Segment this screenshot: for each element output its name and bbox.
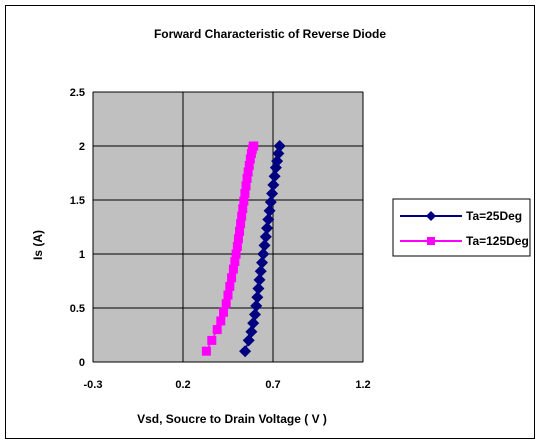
data-point-ta125 — [236, 219, 246, 229]
data-point-ta125 — [230, 257, 240, 267]
y-axis-label: Is (A) — [31, 230, 45, 260]
y-tick-label: 1.5 — [70, 195, 85, 207]
x-tick-label: 0.2 — [175, 379, 190, 391]
data-point-ta25 — [273, 140, 286, 152]
data-point-ta125 — [238, 204, 248, 214]
data-point-ta125 — [216, 316, 226, 326]
data-point-ta25 — [258, 239, 271, 252]
data-point-ta25 — [271, 155, 284, 168]
data-point-ta25 — [250, 299, 263, 312]
legend-box — [392, 198, 531, 257]
data-point-ta125 — [233, 234, 243, 244]
data-point-ta25 — [257, 248, 270, 260]
data-point-ta25 — [254, 265, 267, 278]
data-point-ta25 — [268, 170, 281, 183]
data-point-ta125 — [235, 226, 245, 236]
x-tick-label: 0.7 — [265, 379, 280, 391]
data-point-ta25 — [253, 273, 266, 286]
data-point-ta125 — [243, 167, 253, 177]
data-point-ta25 — [252, 282, 265, 295]
data-point-ta25 — [259, 230, 272, 243]
data-point-ta125 — [231, 249, 241, 259]
data-point-ta125 — [237, 211, 247, 221]
y-tick-label: 0.5 — [70, 303, 85, 315]
data-point-ta125 — [225, 281, 235, 291]
chart-title: Forward Characteristic of Reverse Diode — [154, 27, 386, 41]
gridlines — [92, 91, 364, 363]
series-layer — [201, 140, 286, 358]
y-tick-labels: 0 0.5 1 1.5 2 2.5 — [70, 87, 85, 369]
data-point-ta25 — [264, 196, 277, 209]
data-point-ta125 — [219, 307, 228, 317]
plot-area — [92, 91, 364, 363]
legend: Ta=25Deg Ta=125Deg — [392, 198, 531, 257]
y-tick-label: 1 — [79, 249, 85, 261]
y-tick-label: 0 — [79, 357, 85, 369]
y-tick-label: 2 — [79, 141, 85, 153]
data-point-ta125 — [232, 241, 242, 251]
legend-label-ta125: Ta=125Deg — [466, 234, 529, 248]
data-point-ta125 — [223, 290, 233, 300]
x-tick-labels: -0.3 0.2 0.7 1.2 — [84, 379, 371, 391]
legend-marker-ta125 — [427, 237, 435, 245]
legend-marker-ta25 — [426, 211, 436, 221]
data-point-ta25 — [247, 317, 260, 330]
data-point-ta125 — [244, 160, 254, 170]
data-point-ta25 — [239, 345, 252, 358]
data-point-ta25 — [262, 213, 275, 226]
data-point-ta125 — [227, 273, 237, 283]
data-point-ta125 — [249, 141, 259, 151]
data-point-ta125 — [241, 181, 251, 191]
data-point-ta25 — [261, 222, 274, 235]
data-point-ta125 — [245, 154, 255, 164]
x-axis-label: Vsd, Soucre to Drain Voltage ( V ) — [137, 412, 327, 426]
x-tick-label: 1.2 — [355, 379, 370, 391]
data-point-ta125 — [212, 325, 222, 335]
data-point-ta125 — [239, 196, 249, 206]
legend-label-ta25: Ta=25Deg — [466, 209, 522, 223]
data-point-ta125 — [201, 346, 211, 356]
data-point-ta125 — [242, 173, 252, 183]
y-tick-label: 2.5 — [70, 87, 85, 99]
data-point-ta25 — [263, 204, 276, 217]
x-tick-label: -0.3 — [84, 379, 103, 391]
data-point-ta25 — [256, 256, 269, 269]
data-point-ta25 — [266, 187, 279, 200]
data-point-ta25 — [245, 325, 258, 338]
data-point-ta25 — [267, 178, 280, 191]
data-point-ta125 — [240, 189, 250, 199]
data-point-ta25 — [251, 291, 264, 304]
data-point-ta125 — [221, 299, 231, 309]
data-point-ta25 — [249, 308, 261, 321]
data-point-ta125 — [228, 264, 238, 274]
data-point-ta125 — [207, 335, 217, 345]
data-point-ta25 — [272, 147, 285, 160]
